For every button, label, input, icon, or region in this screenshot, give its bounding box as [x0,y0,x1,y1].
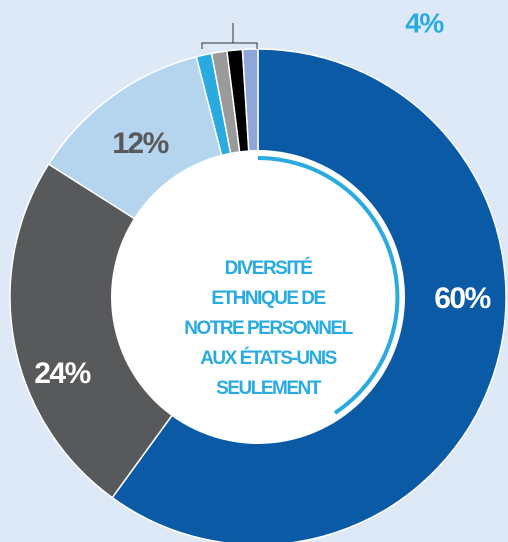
center-text: DIVERSITÉ [225,257,313,279]
decor-arc [257,155,400,415]
value-label: 24% [34,357,90,390]
center-text: NOTRE PERSONNEL [184,318,353,339]
group-label: 4% [405,7,444,38]
value-label: 60% [434,282,490,315]
center-text: ETHNIQUE DE [211,288,325,309]
value-label: 12% [112,127,168,160]
group-bracket [201,23,258,49]
center-text: SEULEMENT [216,378,322,399]
donut-hole [111,150,405,444]
center-text: AUX ÉTATS-UNIS [200,347,336,369]
